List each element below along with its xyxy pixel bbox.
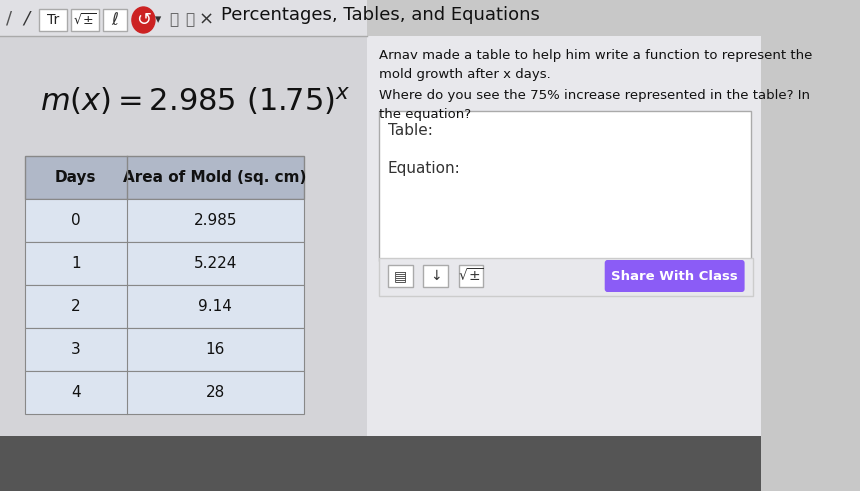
Bar [25, 328, 304, 371]
Text: ▾: ▾ [156, 13, 162, 27]
Bar [25, 285, 304, 328]
Text: Percentages, Tables, and Equations: Percentages, Tables, and Equations [221, 6, 540, 24]
Text: Table:: Table: [388, 123, 433, 138]
Bar [458, 265, 483, 287]
Bar [71, 9, 99, 31]
Bar [0, 436, 761, 491]
Bar [379, 258, 752, 296]
Text: Area of Mold (sq. cm): Area of Mold (sq. cm) [124, 170, 307, 185]
Text: ⌢: ⌢ [169, 12, 178, 27]
Text: $\sqrt{\pm}$: $\sqrt{\pm}$ [73, 12, 97, 27]
Circle shape [132, 7, 155, 33]
Text: 0: 0 [71, 213, 81, 228]
Bar [0, 0, 367, 36]
Text: 2.985: 2.985 [194, 213, 236, 228]
Text: ⌣: ⌣ [185, 12, 194, 27]
Text: Arnav made a table to help him write a function to represent the
mold growth aft: Arnav made a table to help him write a f… [379, 49, 813, 81]
Text: 1: 1 [71, 256, 81, 271]
Bar [25, 199, 304, 242]
Text: Equation:: Equation: [388, 161, 461, 176]
Text: 2: 2 [71, 299, 81, 314]
Text: Tr: Tr [47, 13, 59, 27]
Text: /: / [23, 9, 29, 27]
Bar [25, 371, 304, 414]
Text: 3: 3 [71, 342, 81, 357]
Text: 16: 16 [206, 342, 224, 357]
Bar [0, 0, 367, 436]
Text: 5.224: 5.224 [194, 256, 236, 271]
Text: 28: 28 [206, 385, 224, 400]
Bar [102, 9, 127, 31]
Text: $\ell$: $\ell$ [111, 11, 120, 29]
Text: /: / [6, 9, 12, 27]
Text: Share With Class: Share With Class [611, 270, 738, 282]
Text: ▤: ▤ [394, 269, 407, 283]
Text: $\sqrt{\pm}$: $\sqrt{\pm}$ [458, 268, 484, 284]
Bar [379, 111, 751, 261]
Bar [423, 265, 448, 287]
Text: ×: × [199, 11, 214, 29]
Text: Days: Days [55, 170, 96, 185]
Text: ↺: ↺ [136, 11, 151, 29]
Text: ↓: ↓ [430, 269, 441, 283]
Bar [39, 9, 67, 31]
Bar [367, 36, 761, 436]
Bar [25, 242, 304, 285]
Text: Where do you see the 75% increase represented in the table? In
the equation?: Where do you see the 75% increase repres… [379, 89, 810, 121]
Text: 4: 4 [71, 385, 81, 400]
Text: $m(x) = 2.985\ (1.75)^x$: $m(x) = 2.985\ (1.75)^x$ [40, 85, 351, 117]
Text: 9.14: 9.14 [198, 299, 232, 314]
Bar [388, 265, 413, 287]
Bar [25, 156, 304, 199]
FancyBboxPatch shape [605, 260, 745, 292]
